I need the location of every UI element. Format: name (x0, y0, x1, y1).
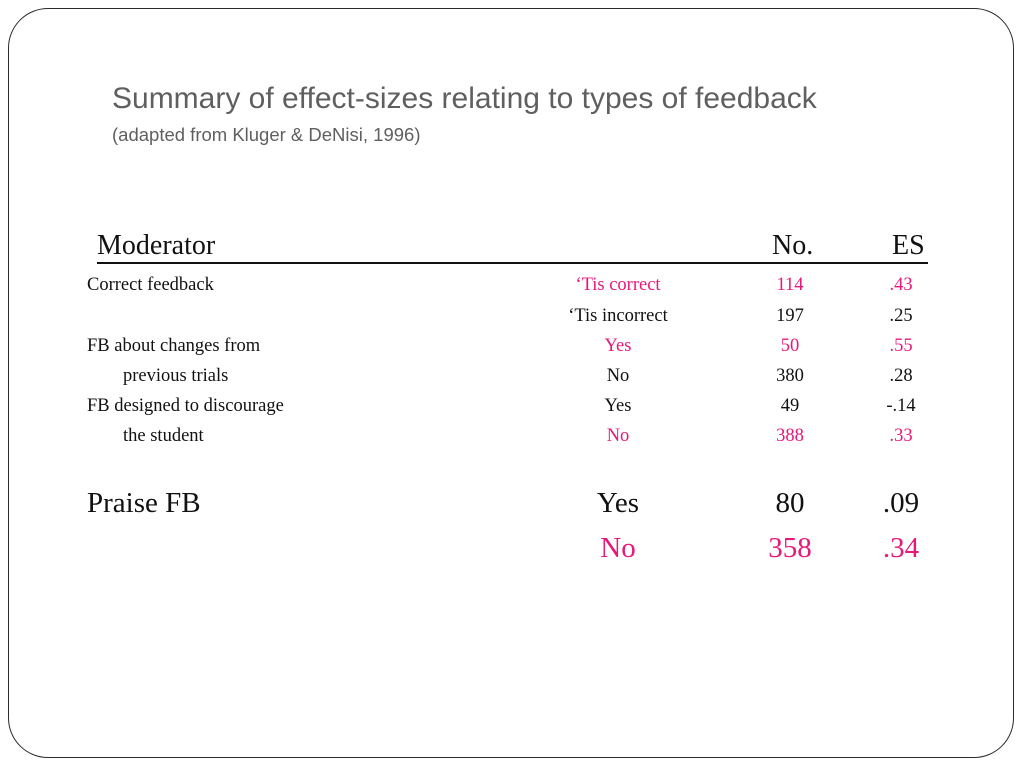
row-value: No (606, 426, 630, 446)
row-count: 388 (776, 426, 804, 446)
slide-frame (8, 8, 1014, 758)
row-es: .25 (889, 306, 913, 326)
praise-count: 358 (768, 532, 812, 564)
row-label: Correct feedback (87, 275, 214, 295)
header-underline (97, 262, 928, 264)
row-es: .28 (889, 366, 913, 386)
praise-es: .09 (882, 487, 920, 519)
row-value: No (606, 366, 630, 386)
slide-title: Summary of effect-sizes relating to type… (112, 82, 817, 115)
praise-count: 80 (775, 487, 805, 519)
header-es: ES (892, 230, 925, 261)
row-es: .55 (889, 336, 913, 356)
row-es: .33 (889, 426, 913, 446)
row-count: 49 (780, 396, 800, 416)
praise-value: No (600, 532, 636, 564)
row-value: ‘Tis incorrect (568, 306, 668, 326)
row-count: 380 (776, 366, 804, 386)
row-es: .43 (889, 275, 913, 295)
row-count: 197 (776, 306, 804, 326)
row-count: 114 (776, 275, 804, 295)
header-moderator: Moderator (97, 230, 216, 261)
praise-value: Yes (596, 487, 640, 519)
row-value: ‘Tis correct (575, 275, 661, 295)
row-es: -.14 (886, 396, 916, 416)
slide-subtitle: (adapted from Kluger & DeNisi, 1996) (112, 124, 421, 145)
row-label: FB designed to discourage (87, 396, 284, 416)
row-count: 50 (780, 336, 800, 356)
row-label: the student (123, 426, 204, 446)
row-value: Yes (604, 396, 632, 416)
praise-es: .34 (882, 532, 920, 564)
row-label: FB about changes from (87, 336, 261, 356)
row-value: Yes (604, 336, 632, 356)
row-label: previous trials (123, 366, 229, 386)
header-no: No. (772, 230, 814, 261)
praise-label: Praise FB (87, 487, 201, 519)
